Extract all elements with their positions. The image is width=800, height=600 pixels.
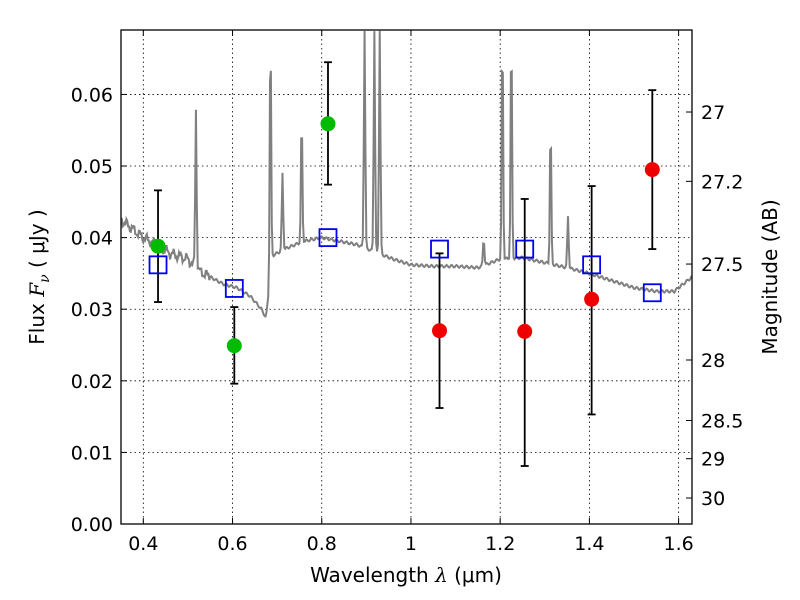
y2-tick-label: 29: [701, 449, 725, 471]
y-tick-label: 0.06: [71, 84, 113, 106]
y2-axis-label: Magnitude (AB): [758, 199, 782, 354]
observed-point-green: [320, 116, 336, 132]
observed-point-red: [517, 323, 533, 339]
x-tick-label: 1: [405, 533, 417, 555]
y2-tick-label: 27.2: [701, 171, 743, 193]
observed-point-green: [150, 238, 166, 254]
model-photometry-square: [318, 228, 338, 248]
model-photometry-square: [430, 239, 449, 259]
y-tick-label: 0.03: [71, 299, 113, 321]
y2-tick-label: 27: [701, 102, 725, 124]
x-tick-label: 1.4: [574, 533, 604, 555]
model-photometry-square: [224, 279, 244, 298]
y2-tick-label: 28.5: [701, 411, 743, 433]
model-spectrum-line: [121, 30, 692, 318]
observed-point-red: [432, 323, 448, 339]
y-axis-ticks: 0.00 0.01 0.02 0.03 0.04 0.05 0.06: [71, 84, 127, 536]
y-tick-label: 0.00: [71, 514, 113, 536]
y2-tick-label: 28: [701, 350, 725, 372]
y2-tick-label: 27.5: [701, 254, 743, 276]
plot-frame: [120, 29, 693, 525]
y-axis-label: Flux Fν ( μJy ): [25, 209, 53, 344]
y2-axis-ticks: 27 27.2 27.5 28 28.5 29 30: [686, 102, 743, 510]
x-tick-label: 0.4: [128, 533, 158, 555]
x-tick-label: 1.2: [485, 533, 515, 555]
x-axis-ticks: 0.4 0.6 0.8 1 1.2 1.4 1.6: [128, 30, 694, 555]
y2-tick-label: 30: [701, 488, 725, 510]
x-tick-label: 0.6: [217, 533, 247, 555]
grid: [121, 30, 692, 524]
y-tick-label: 0.05: [71, 156, 113, 178]
model-photometry-square: [515, 239, 535, 259]
x-axis-label: Wavelength λ (μm): [310, 563, 502, 587]
model-spectrum: [121, 30, 692, 318]
y-tick-label: 0.04: [71, 228, 113, 250]
model-photometry-square: [582, 255, 602, 275]
observed-point-red: [584, 291, 600, 307]
y-tick-label: 0.01: [71, 442, 113, 464]
observed-point-red: [644, 162, 660, 178]
observed-point-green: [226, 338, 242, 354]
x-tick-label: 0.8: [307, 533, 337, 555]
model-photometry-square: [148, 255, 168, 275]
y-tick-label: 0.02: [71, 371, 113, 393]
x-tick-label: 1.6: [664, 533, 694, 555]
model-photometry-square: [642, 283, 662, 303]
data-points: [148, 116, 662, 354]
